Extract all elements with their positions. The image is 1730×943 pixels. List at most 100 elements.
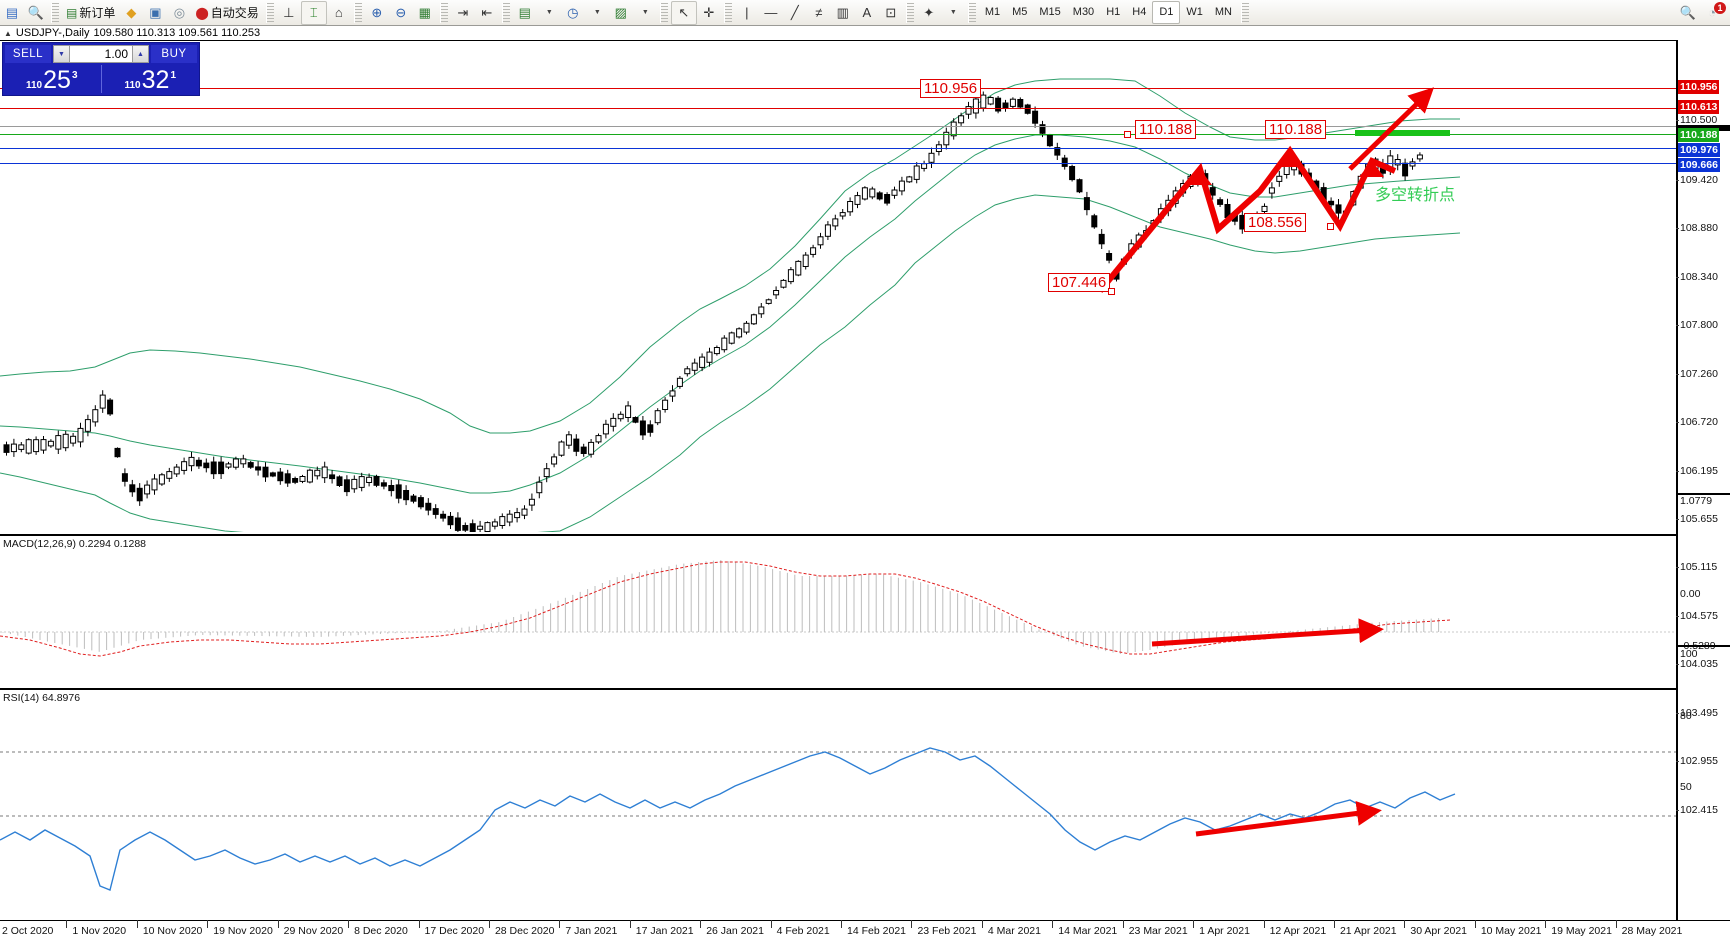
arrows-dropdown-icon[interactable]: ▼	[949, 9, 957, 16]
new-order-button[interactable]: ▤ 新订单	[62, 2, 119, 24]
notifications-glyph: ◔	[1708, 5, 1716, 20]
zigzag-arrowhead-2	[1277, 151, 1302, 167]
ask-big-figure: 110	[124, 80, 141, 91]
timeframe-m30[interactable]: M30	[1072, 6, 1095, 18]
one-click-trading-panel[interactable]: SELL ▼ 1.00 ▲ BUY 110 25 3 110 32 1	[2, 42, 200, 96]
annotation-108556[interactable]: 108.556	[1244, 213, 1307, 232]
autotrading-button[interactable]: ⬤ 自动交易	[191, 2, 262, 24]
buy-button[interactable]: BUY	[151, 45, 197, 63]
collapse-icon[interactable]: ▲	[4, 28, 12, 38]
timeframe-m15[interactable]: M15	[1039, 6, 1061, 18]
arrows-icon[interactable]: ✦	[923, 4, 935, 20]
macd-pane[interactable]: MACD(12,26,9) 0.2294 0.1288	[0, 534, 1676, 688]
fibonacci-icon[interactable]: ▥	[836, 4, 849, 20]
level-line-110188[interactable]	[0, 134, 1676, 135]
annotation-anchor-108556[interactable]	[1327, 223, 1334, 230]
metaeditor-icon[interactable]: ◆	[126, 4, 137, 20]
search-icon[interactable]: 🔍	[1679, 4, 1697, 20]
periods-icon[interactable]: ◷	[567, 4, 579, 20]
price-tick-105655: 105.655	[1676, 513, 1718, 525]
auto-scroll-icon[interactable]: ⇥	[457, 4, 469, 20]
time-tick-separator	[207, 920, 209, 928]
level-line-110613[interactable]	[0, 108, 1676, 109]
expert-advisor-icon[interactable]: ▣	[149, 4, 162, 20]
volume-increase-icon[interactable]: ▲	[132, 45, 149, 63]
level-line-110956[interactable]	[0, 88, 1676, 89]
vertical-line-icon[interactable]: |	[745, 5, 749, 20]
bid-price[interactable]: 110 25 3	[3, 65, 101, 93]
cursor-icon[interactable]: ↖	[670, 0, 697, 25]
volume-decrease-icon[interactable]: ▼	[53, 45, 70, 63]
bid-fraction: 3	[71, 70, 78, 81]
timeframe-d1[interactable]: D1	[1152, 1, 1181, 24]
annotation-anchor-107446[interactable]	[1108, 288, 1115, 295]
horizontal-line-icon[interactable]: —	[764, 5, 778, 20]
chart-canvas[interactable]: 110.956 110.188 110.188 108.556 107.446 …	[0, 40, 1676, 921]
annotation-110188-right[interactable]: 110.188	[1265, 120, 1327, 139]
time-scale[interactable]: 2 Oct 2020 1 Nov 2020 10 Nov 2020 19 Nov 20…	[0, 920, 1730, 943]
bollinger-lower-band	[0, 194, 1461, 532]
line-chart-icon[interactable]: ⌂	[334, 5, 343, 20]
timeframe-h4[interactable]: H4	[1132, 6, 1147, 18]
one-click-trading-controls[interactable]: SELL ▼ 1.00 ▲ BUY	[3, 43, 199, 65]
time-tick-label: 28 Dec 2020	[494, 925, 555, 937]
price-scale[interactable]: 110.956 110.613 110.500 110.188 109.976 …	[1675, 40, 1730, 920]
timeframe-m5[interactable]: M5	[1012, 6, 1028, 18]
timeframe-mn[interactable]: MN	[1214, 6, 1232, 18]
rsi-tick-80: 80	[1680, 710, 1692, 722]
sell-button[interactable]: SELL	[5, 45, 51, 63]
price-tick-108880: 108.880	[1676, 222, 1718, 234]
price-label-110188[interactable]: 110.188	[1678, 128, 1720, 142]
annotation-110188-left[interactable]: 110.188	[1135, 120, 1197, 139]
symbol-label: USDJPY-,Daily	[15, 27, 90, 39]
zoom-in-icon[interactable]: ⊕	[371, 4, 383, 20]
level-line-109976[interactable]	[0, 148, 1676, 149]
chart-profile-icon[interactable]: 🔍	[27, 4, 45, 20]
templates-dropdown-icon[interactable]: ▼	[641, 9, 649, 16]
rsi-pane[interactable]: RSI(14) 64.8976	[0, 688, 1676, 923]
price-pane[interactable]: 110.956 110.188 110.188 108.556 107.446 …	[0, 41, 1676, 532]
signals-icon[interactable]: ◎	[173, 4, 186, 20]
price-label-109666[interactable]: 109.666	[1678, 158, 1720, 172]
notifications-icon[interactable]: ◔ 1	[1700, 1, 1726, 24]
annotation-turning-point[interactable]: 多空转折点	[1375, 187, 1456, 204]
indicators-dropdown-icon[interactable]: ▼	[545, 9, 553, 16]
chart-shift-icon[interactable]: ⇤	[481, 4, 493, 20]
level-line-110500[interactable]	[0, 126, 1676, 127]
timeframe-h1[interactable]: H1	[1106, 6, 1121, 18]
volume-input[interactable]: 1.00	[70, 45, 132, 63]
annotation-107446[interactable]: 107.446	[1048, 273, 1111, 292]
indicators-icon[interactable]: ▤	[518, 4, 531, 20]
annotation-anchor-110188[interactable]	[1124, 131, 1131, 138]
main-toolbar[interactable]: ▤ 🔍 ▤ 新订单 ◆ ▣ ◎ ⬤ 自动交易 ⊥ ⌶ ⌂ ⊕ ⊖ ▦ ⇥ ⇤ ▤…	[0, 0, 1730, 26]
rsi-tick-50: 50	[1680, 781, 1692, 793]
price-label-110956[interactable]: 110.956	[1678, 80, 1720, 94]
target-zone-marker[interactable]	[1355, 130, 1450, 136]
periods-dropdown-icon[interactable]: ▼	[593, 9, 601, 16]
macd-tick-max: 1.0779	[1680, 495, 1713, 507]
annotation-110956[interactable]: 110.956	[920, 79, 982, 98]
macd-label: MACD(12,26,9) 0.2294 0.1288	[3, 538, 147, 550]
bar-chart-icon[interactable]: ⊥	[283, 4, 295, 20]
data-window-icon[interactable]: ▦	[418, 4, 431, 20]
timeframe-w1[interactable]: W1	[1186, 6, 1203, 18]
price-label-110613[interactable]: 110.613	[1678, 100, 1720, 114]
timeframe-m1[interactable]: M1	[984, 6, 1001, 18]
crosshair-icon[interactable]: ✛	[703, 4, 715, 20]
text-icon[interactable]: A	[862, 5, 872, 20]
price-tick-102415: 102.415	[1676, 804, 1718, 816]
volume-stepper[interactable]: ▼ 1.00 ▲	[53, 45, 149, 63]
new-chart-icon[interactable]: ▤	[5, 4, 19, 20]
trendline-icon[interactable]: ╱	[790, 4, 799, 20]
ask-price[interactable]: 110 32 1	[100, 65, 200, 93]
rsi-svg	[0, 747, 1676, 891]
candlestick-chart-icon[interactable]: ⌶	[300, 0, 327, 25]
level-line-109666[interactable]	[0, 163, 1676, 164]
price-tick-106195: 106.195	[1676, 465, 1718, 477]
zoom-out-icon[interactable]: ⊖	[395, 4, 407, 20]
text-label-icon[interactable]: ⊡	[885, 4, 897, 20]
time-tick-label: 10 May 2021	[1480, 925, 1542, 937]
equidistant-channel-icon[interactable]: ≠	[815, 5, 823, 20]
price-label-109976[interactable]: 109.976	[1678, 143, 1720, 157]
templates-icon[interactable]: ▨	[614, 4, 627, 20]
